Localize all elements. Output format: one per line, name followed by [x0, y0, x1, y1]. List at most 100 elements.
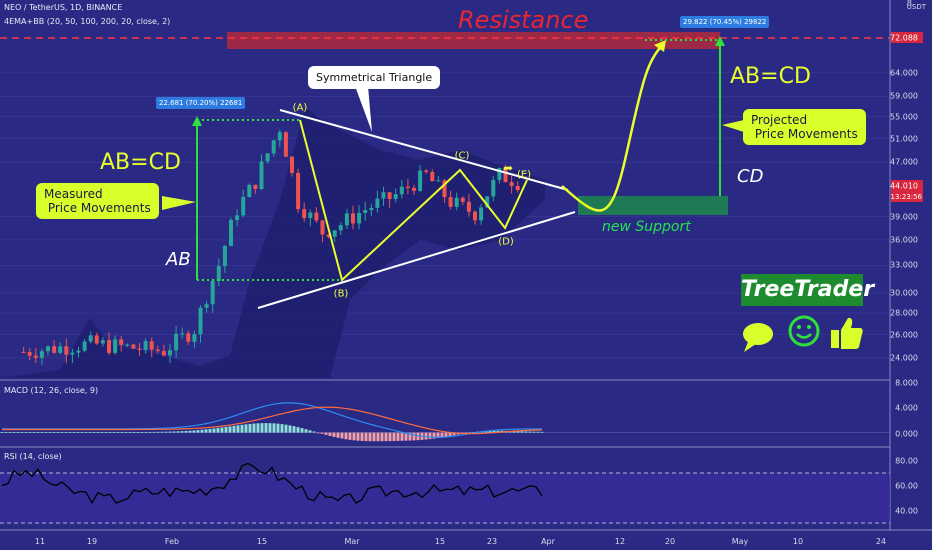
time-tick-label: Feb [164, 537, 180, 546]
candle-body [357, 213, 362, 224]
price-tick-label: 24.000 [890, 353, 918, 363]
candle-body [448, 197, 453, 207]
macd-histogram-bar [272, 423, 276, 433]
macd-tick: 8.000 [895, 378, 918, 388]
candle-body [473, 211, 477, 221]
macd-histogram-bar [24, 432, 28, 433]
macd-label: MACD (12, 26, close, 9) [4, 386, 99, 395]
macd-histogram-bar [240, 424, 244, 433]
macd-histogram-bar [432, 432, 436, 439]
candle-body [460, 197, 465, 202]
time-tick-label: 11 [34, 537, 46, 546]
candle-body [33, 355, 38, 358]
time-tick-label: 24 [875, 537, 886, 546]
candle-body [125, 344, 130, 346]
macd-histogram-bar [348, 432, 352, 440]
time-tick-label: Apr [541, 537, 555, 546]
macd-histogram-bar [188, 430, 192, 433]
candle-body [82, 341, 87, 351]
macd-histogram-bar [92, 432, 96, 433]
resistance-zone [227, 32, 720, 49]
macd-histogram-bar [436, 432, 440, 439]
macd-histogram-bar [176, 431, 180, 433]
candle-countdown: 13:23:56 [890, 193, 922, 201]
candle-body [247, 184, 252, 198]
time-tick-label: 23 [486, 537, 498, 546]
candle-body [186, 333, 191, 342]
macd-histogram-bar [284, 424, 288, 433]
macd-histogram-bar [120, 432, 124, 433]
candle-body [393, 194, 398, 199]
macd-histogram-bar [316, 432, 320, 434]
price-tick-label: 33.000 [890, 260, 918, 270]
candle-body [265, 153, 270, 162]
macd-histogram-bar [536, 431, 540, 433]
macd-histogram-bar [352, 432, 356, 441]
macd-histogram-bar [116, 432, 120, 433]
macd-histogram-bar [228, 426, 232, 433]
macd-histogram-bar [380, 432, 384, 442]
candle-body [222, 245, 227, 267]
time-tick-label: 20 [664, 537, 676, 546]
current-price-label: 44.010 [890, 181, 918, 191]
candle-body [515, 185, 520, 190]
price-tick-label: 39.000 [890, 212, 918, 222]
macd-histogram-bar [220, 427, 224, 433]
macd-histogram-bar [248, 423, 252, 433]
macd-histogram-bar [124, 432, 128, 433]
resistance-label: Resistance [458, 6, 589, 34]
candle-body [119, 339, 124, 345]
candle-body [466, 201, 471, 212]
rsi-tick: 80.00 [895, 456, 918, 466]
macd-histogram-bar [408, 432, 412, 441]
macd-histogram-bar [72, 432, 76, 433]
macd-histogram-bar [444, 432, 448, 437]
macd-histogram-bar [60, 432, 64, 433]
candle-body [454, 197, 459, 207]
macd-histogram-bar [160, 431, 164, 433]
candle-body [113, 339, 118, 353]
candle-body [210, 281, 215, 305]
macd-histogram-bar [232, 425, 236, 433]
macd-histogram-bar [132, 432, 136, 433]
measured-callout-pointer [162, 196, 196, 210]
macd-histogram-bar [404, 432, 408, 441]
macd-histogram-bar [28, 432, 32, 433]
macd-histogram-bar [8, 432, 12, 433]
new-support-label: new Support [602, 219, 691, 235]
treetrader-logo: TreeTrader [741, 274, 874, 306]
candle-body [491, 179, 496, 197]
macd-histogram-bar [360, 432, 364, 441]
candle-body [131, 344, 136, 349]
macd-histogram-bar [12, 432, 16, 433]
candle-body [241, 197, 246, 216]
macd-histogram-bar [464, 432, 468, 434]
candle-body [58, 346, 63, 353]
rsi-label: RSI (14, close) [4, 452, 62, 461]
macd-histogram-bar [300, 428, 304, 433]
macd-histogram-bar [180, 431, 184, 433]
candle-body [308, 212, 313, 219]
candle-body [509, 182, 514, 186]
candle-body [338, 225, 343, 231]
candlesticks [21, 129, 520, 365]
price-tick-label: 36.000 [890, 235, 918, 245]
candle-body [412, 187, 416, 191]
time-tick-label: May [731, 537, 749, 546]
macd-histogram-bar [208, 428, 212, 433]
candle-body [21, 351, 26, 353]
macd-histogram-bar [216, 427, 220, 433]
candle-body [161, 351, 166, 356]
candle-body [204, 304, 209, 308]
candle-body [198, 307, 203, 335]
macd-histogram-bar [440, 432, 444, 438]
macd-histogram-bar [4, 432, 8, 433]
candle-body [399, 186, 404, 195]
point-a-label: (A) [292, 102, 308, 114]
resistance-price-badge [891, 32, 923, 43]
macd-histogram-bar [328, 432, 332, 436]
resistance-price-label: 72.088 [890, 33, 918, 43]
candle-body [497, 168, 502, 180]
bollinger-band [0, 108, 545, 378]
macd-histogram-bar [244, 424, 248, 433]
